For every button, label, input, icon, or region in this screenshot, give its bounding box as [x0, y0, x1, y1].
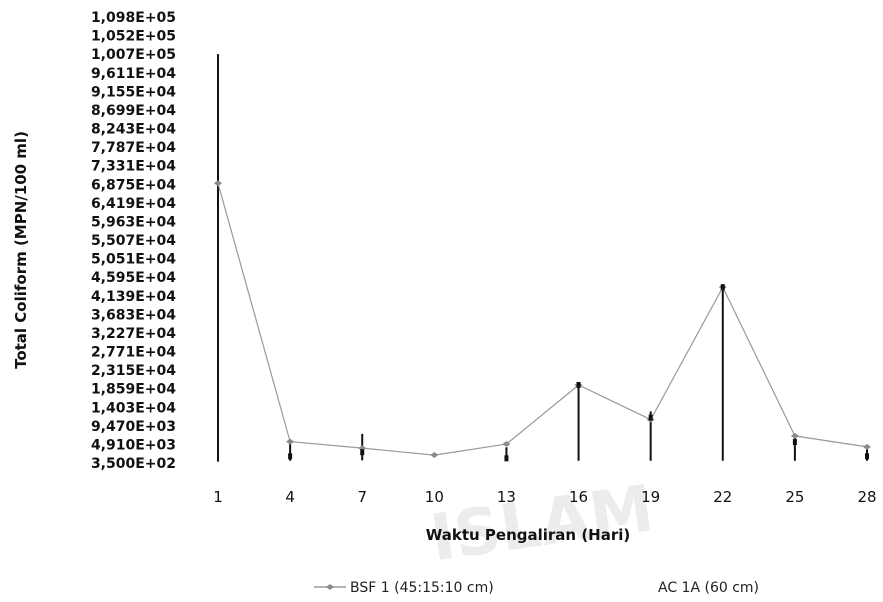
y-tick-label: 2,771E+04 — [91, 345, 176, 361]
series-line-bsf1 — [217, 183, 868, 456]
y-tick-label: 1,098E+05 — [91, 10, 176, 26]
y-tick-label: 3,683E+04 — [91, 307, 176, 323]
x-tick-label: 22 — [713, 488, 732, 506]
series-point-ac1a — [288, 453, 293, 460]
y-tick-label: 2,315E+04 — [91, 363, 176, 379]
legend-label-ac1a: AC 1A (60 cm) — [658, 580, 759, 596]
watermark: ISLAM — [426, 472, 658, 576]
series-point-ac1a — [504, 455, 509, 462]
series-point-ac1a — [792, 439, 797, 446]
y-tick-label: 4,910E+03 — [91, 437, 176, 453]
watermark-text: ISLAM — [426, 472, 658, 576]
series-point-bsf1 — [214, 180, 222, 187]
series-lines — [217, 183, 868, 456]
x-tick-label: 16 — [569, 488, 588, 506]
series-points — [214, 180, 871, 462]
y-tick-label: 1,403E+04 — [91, 400, 176, 416]
y-tick-label: 4,139E+04 — [91, 289, 176, 305]
y-tick-label: 6,419E+04 — [91, 196, 176, 212]
y-tick-label: 8,243E+04 — [91, 122, 176, 138]
x-tick-label: 10 — [425, 488, 444, 506]
legend-label-bsf1: BSF 1 (45:15:10 cm) — [350, 580, 494, 596]
x-tick-label: 4 — [285, 488, 295, 506]
y-tick-label: 9,611E+04 — [91, 66, 176, 82]
series-point-ac1a — [720, 284, 725, 291]
series-point-bsf1 — [430, 452, 439, 459]
y-tick-label: 5,963E+04 — [91, 214, 176, 230]
x-axis-title: Waktu Pengaliran (Hari) — [426, 526, 631, 544]
series-point-ac1a — [865, 453, 869, 460]
y-tick-label: 5,051E+04 — [91, 252, 176, 268]
y-tick-label: 7,787E+04 — [91, 140, 176, 156]
y-tick-label: 4,595E+04 — [91, 270, 176, 286]
legend-marker-bsf1 — [326, 584, 334, 590]
series-point-ac1a — [648, 414, 653, 421]
y-axis-title: Total Coliform (MPN/100 ml) — [12, 131, 30, 369]
y-tick-label: 1,859E+04 — [91, 382, 176, 398]
y-tick-label: 6,875E+04 — [91, 177, 176, 193]
y-tick-label: 9,155E+04 — [91, 84, 176, 100]
x-tick-label: 1 — [213, 488, 223, 506]
y-tick-label: 9,470E+03 — [91, 419, 176, 435]
y-tick-label: 7,331E+04 — [91, 159, 176, 175]
series-point-ac1a — [576, 381, 581, 388]
x-tick-label: 28 — [857, 488, 876, 506]
x-tick-label: 7 — [357, 488, 367, 506]
series-point-bsf1 — [286, 438, 295, 445]
x-tick-label: 19 — [641, 488, 660, 506]
series-point-bsf1 — [502, 441, 511, 448]
series-point-ac1a — [360, 449, 365, 456]
y-axis-tick-labels: 1,098E+05 1,052E+05 1,007E+05 9,611E+04 9,15… — [91, 10, 176, 472]
y-tick-label: 5,507E+04 — [91, 233, 176, 249]
y-tick-label: 3,227E+04 — [91, 326, 176, 342]
y-tick-label: 8,699E+04 — [91, 103, 176, 119]
y-tick-label: 1,052E+05 — [91, 29, 176, 45]
series-point-bsf1 — [790, 432, 799, 439]
y-tick-label: 3,500E+02 — [91, 456, 176, 472]
x-tick-label: 13 — [497, 488, 516, 506]
error-bars — [217, 54, 868, 462]
legend: BSF 1 (45:15:10 cm) AC 1A (60 cm) — [314, 580, 759, 596]
y-tick-label: 1,007E+05 — [91, 47, 176, 63]
x-axis-tick-labels: 1 4 7 10 13 16 19 22 25 28 — [213, 488, 876, 506]
series-point-bsf1 — [863, 443, 871, 450]
x-tick-label: 25 — [785, 488, 804, 506]
